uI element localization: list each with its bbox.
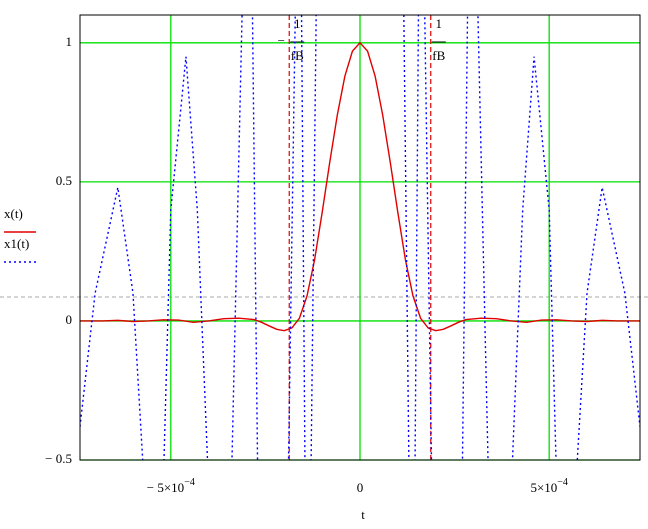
plot-frame [79, 14, 641, 461]
x-tick-label-exponent: −4 [557, 477, 568, 488]
marker-denominator: fB [432, 48, 445, 63]
plot-area [80, 15, 640, 460]
y-tick-label: 0 [66, 312, 73, 327]
legend-label: x1(t) [4, 236, 29, 251]
legend-label: x(t) [4, 206, 23, 221]
marker-numerator: 1 [436, 16, 443, 31]
y-tick-label: 1 [66, 34, 73, 49]
y-tick-label: − 0.5 [45, 451, 72, 466]
x-tick-label-base: 5×10 [530, 480, 557, 495]
x-tick-label-exponent: −4 [184, 477, 195, 488]
x-tick-label: − 5×10−4 [147, 477, 195, 495]
marker-numerator: 1 [294, 16, 301, 31]
y-tick-label: 0.5 [56, 173, 72, 188]
series-line [80, 41, 640, 332]
x-tick-label-base: − 5×10 [147, 480, 184, 495]
x-tick-label: 0 [357, 480, 364, 495]
x-tick-label: 5×10−4 [530, 477, 567, 495]
marker-prefix: − [278, 33, 285, 48]
x-axis-label: t [361, 507, 365, 522]
